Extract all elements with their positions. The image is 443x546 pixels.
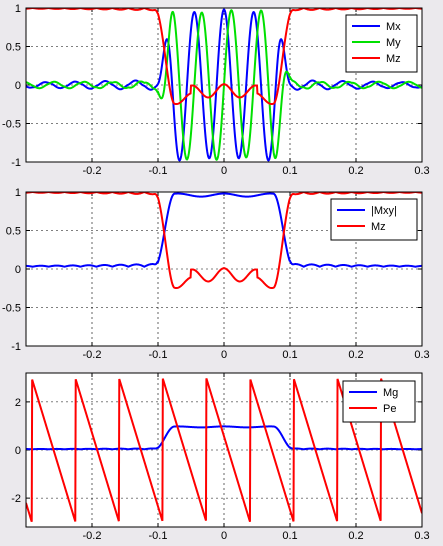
y-tick-label: 0.5 — [6, 226, 21, 238]
x-tick-label: 0.1 — [282, 349, 297, 361]
x-tick-label: 0.3 — [414, 530, 429, 542]
series-line-mz — [26, 8, 422, 106]
series-line-pe — [26, 378, 422, 523]
legend-label: Mz — [371, 221, 386, 233]
y-tick-label: -1 — [11, 157, 21, 169]
y-tick-label: 2 — [15, 397, 21, 409]
x-tick-label: 0.2 — [348, 349, 363, 361]
x-tick-label: 0.1 — [282, 530, 297, 542]
series-line-mz — [26, 192, 422, 290]
legend-label: Pe — [383, 403, 396, 415]
x-tick-label: -0.1 — [149, 349, 168, 361]
x-tick-label: 0.3 — [414, 165, 429, 177]
x-tick-label: 0 — [221, 165, 227, 177]
legend[interactable]: Mg Pe — [342, 380, 416, 423]
y-tick-label: 0 — [15, 264, 21, 276]
x-tick-label: 0.2 — [348, 165, 363, 177]
axes-phase: -0.2 -0.1 0 0.1 0.2 0.3 2 0 -2 Mg Pe — [11, 372, 430, 542]
x-tick-label: 0 — [221, 349, 227, 361]
axes-magnetization-components: -0.2 -0.1 0 0.1 0.2 0.3 1 0.5 0 -0.5 -1 Mx My Mz — [2, 3, 430, 177]
x-tick-label: -0.1 — [149, 165, 168, 177]
y-tick-label: 0 — [15, 445, 21, 457]
axes-transverse-magnitude: -0.2 -0.1 0 0.1 0.2 0.3 1 0.5 0 -0.5 -1 |Mxy| Mz — [2, 187, 430, 361]
legend-label: Mg — [383, 387, 398, 399]
x-tick-label: -0.2 — [83, 349, 102, 361]
axes-frame — [25, 7, 423, 163]
legend-label: My — [386, 37, 401, 49]
series-line-mxy — [26, 192, 422, 268]
y-tick-label: -2 — [11, 493, 21, 505]
legend[interactable]: Mx My Mz — [345, 14, 418, 73]
x-tick-label: 0.2 — [348, 530, 363, 542]
legend[interactable]: |Mxy| Mz — [330, 198, 418, 241]
x-tick-label: 0 — [221, 530, 227, 542]
legend-label: Mx — [386, 21, 401, 33]
axes-frame — [25, 191, 423, 347]
y-tick-label: -1 — [11, 341, 21, 353]
y-tick-label: 0 — [15, 80, 21, 92]
x-tick-label: 0.3 — [414, 349, 429, 361]
x-tick-label: -0.1 — [149, 530, 168, 542]
x-tick-label: -0.2 — [83, 165, 102, 177]
y-tick-label: -0.5 — [2, 303, 21, 315]
y-tick-label: 0.5 — [6, 42, 21, 54]
y-tick-label: -0.5 — [2, 119, 21, 131]
x-tick-label: 0.1 — [282, 165, 297, 177]
legend-label: |Mxy| — [371, 205, 397, 217]
axes-frame — [25, 372, 423, 528]
series-line-mg — [26, 425, 422, 451]
series-line-mx — [26, 8, 422, 162]
legend-label: Mz — [386, 53, 401, 65]
y-tick-label: 1 — [15, 187, 21, 199]
x-tick-label: -0.2 — [83, 530, 102, 542]
y-tick-label: 1 — [15, 3, 21, 15]
